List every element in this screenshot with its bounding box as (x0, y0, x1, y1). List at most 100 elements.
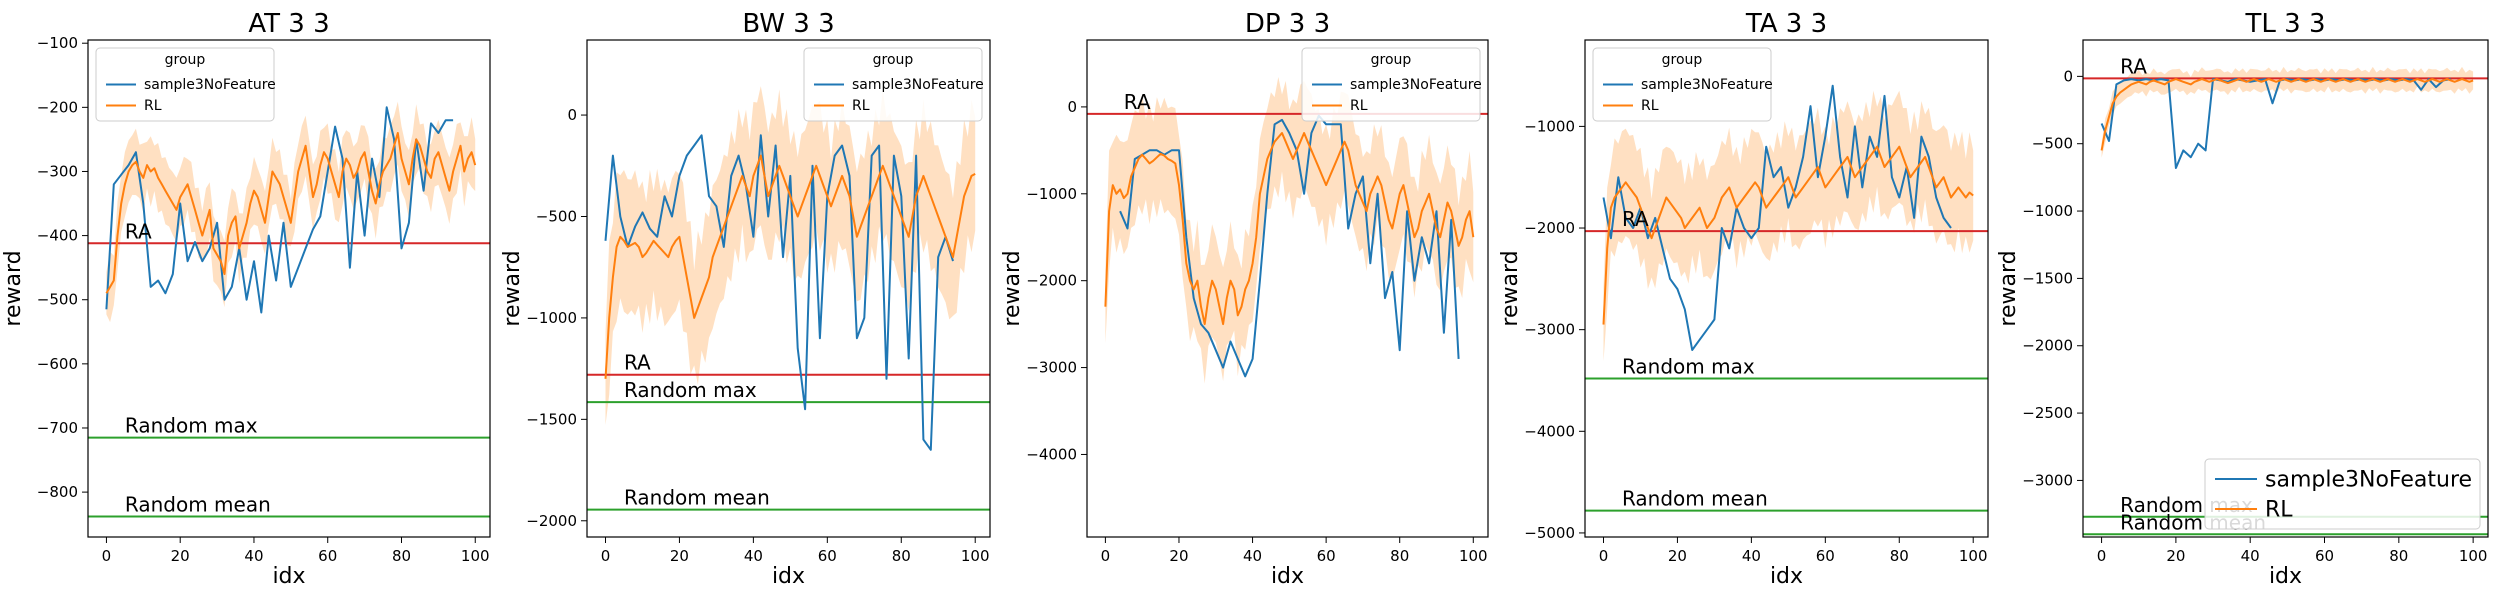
x-tick-label: 40 (1742, 547, 1761, 565)
y-tick-label: −4000 (1524, 422, 1575, 440)
y-tick-label: −2000 (1026, 272, 1077, 290)
reference-label-0: RA (2120, 54, 2147, 78)
y-tick-label: 0 (567, 106, 577, 124)
x-tick-label: 100 (2459, 547, 2488, 565)
legend-label: sample3NoFeature (1641, 77, 1773, 93)
x-tick-label: 60 (1317, 547, 1336, 565)
legend-label: sample3NoFeature (144, 77, 276, 93)
y-tick-label: −3000 (1026, 359, 1077, 377)
x-tick-label: 20 (2166, 547, 2185, 565)
legend-label: sample3NoFeature (852, 77, 984, 93)
y-tick-label: −1500 (526, 410, 577, 428)
panel-3: RA 0 20 40 60 80 100 −4000 −3000 −2000 −1000 0 DP 3 … (1000, 9, 1489, 589)
legend-label: RL (144, 98, 162, 114)
legend-label: RL (1641, 98, 1659, 114)
series-line-RL (604, 154, 976, 379)
chart-title: DP 3 3 (1245, 9, 1330, 39)
x-tick-label: 80 (1390, 547, 1409, 565)
plot-area (587, 86, 990, 511)
chart-title: TL 3 3 (2245, 9, 2326, 39)
x-tick-label: 40 (1243, 547, 1262, 565)
y-axis-label: reward (1498, 250, 1523, 326)
x-tick-label: 20 (1668, 547, 1687, 565)
legend-title: group (165, 52, 206, 68)
y-tick-label: −5000 (1524, 524, 1575, 542)
y-axis-label: reward (1996, 250, 2021, 326)
legend-label: RL (1350, 98, 1368, 114)
axes-frame (87, 39, 491, 538)
y-tick-label: −2000 (2022, 337, 2073, 355)
reference-label-1: Random max (624, 378, 757, 402)
axes-frame (1584, 39, 1989, 538)
plot-area (1585, 84, 1988, 512)
reference-label-2: Random mean (624, 486, 770, 510)
x-tick-label: 100 (461, 547, 490, 565)
series-line-sample3NoFeature (604, 134, 954, 451)
x-tick-label: 60 (318, 547, 337, 565)
panel-2: RA Random max Random mean 0 20 40 60 80 100 −2000… (500, 9, 991, 589)
y-tick-label: −1000 (526, 309, 577, 327)
panel-4: RA Random max Random mean 0 20 40 60 80 100 −5000… (1498, 9, 1989, 589)
reference-label-2: Random mean (125, 492, 271, 516)
x-tick-label: 100 (1459, 547, 1488, 565)
plot-area (88, 101, 490, 518)
x-tick-label: 20 (1169, 547, 1188, 565)
x-tick-label: 40 (744, 547, 763, 565)
axes-frame (2082, 39, 2489, 538)
legend: group sample3NoFeature RL (1301, 47, 1482, 122)
series-line-RL (1104, 132, 1475, 326)
reference-label-0: RA (1622, 207, 1649, 231)
y-tick-label: −1000 (1524, 117, 1575, 135)
y-tick-label: −2000 (526, 512, 577, 530)
x-axis-label: idx (2269, 564, 2302, 589)
legend: group sample3NoFeature RL (1592, 47, 1773, 122)
x-tick-label: 100 (1959, 547, 1988, 565)
x-tick-label: 0 (1101, 547, 1111, 565)
x-tick-label: 0 (601, 547, 611, 565)
x-axis-label: idx (272, 564, 305, 589)
x-tick-label: 100 (961, 547, 990, 565)
reference-label-0: RA (624, 351, 651, 375)
y-tick-label: −400 (37, 227, 78, 245)
series-line-sample3NoFeature (2100, 78, 2451, 169)
series-line-sample3NoFeature (1602, 84, 1952, 351)
band-RL (106, 101, 476, 323)
y-tick-label: −800 (37, 483, 78, 501)
chart-title: TA 3 3 (1745, 9, 1827, 39)
series-line-RL (2100, 78, 2474, 151)
x-tick-label: 40 (2241, 547, 2260, 565)
y-axis-label: reward (500, 250, 525, 326)
legend-label: sample3NoFeature (1350, 77, 1482, 93)
series-line-RL (105, 132, 477, 294)
x-tick-label: 80 (1890, 547, 1909, 565)
y-tick-label: −100 (37, 34, 78, 52)
y-tick-label: −2500 (2022, 404, 2073, 422)
band-RL (605, 86, 976, 425)
axes-frame (586, 39, 991, 538)
x-axis-label: idx (1770, 564, 1803, 589)
legend-title: group (1662, 52, 1703, 68)
x-tick-label: 80 (392, 547, 411, 565)
series-line-sample3NoFeature (105, 106, 454, 314)
reference-label-0: RA (1124, 90, 1151, 114)
chart-title: BW 3 3 (742, 9, 834, 39)
x-tick-label: 0 (1599, 547, 1609, 565)
axes-frame (1086, 39, 1489, 538)
x-tick-label: 60 (2315, 547, 2334, 565)
y-tick-label: −2000 (1524, 219, 1575, 237)
y-tick-label: −1000 (2022, 202, 2073, 220)
reference-label-0: RA (125, 219, 152, 243)
y-tick-label: −3000 (1524, 321, 1575, 339)
y-tick-label: −600 (37, 355, 78, 373)
x-axis-label: idx (772, 564, 805, 589)
plot-area (1087, 77, 1488, 384)
legend-box (95, 47, 275, 122)
legend-title: group (873, 52, 914, 68)
x-tick-label: 80 (2389, 547, 2408, 565)
x-axis-label: idx (1271, 564, 1304, 589)
y-tick-label: 0 (2063, 67, 2073, 85)
x-tick-label: 80 (892, 547, 911, 565)
x-tick-label: 20 (171, 547, 190, 565)
x-tick-label: 60 (1816, 547, 1835, 565)
